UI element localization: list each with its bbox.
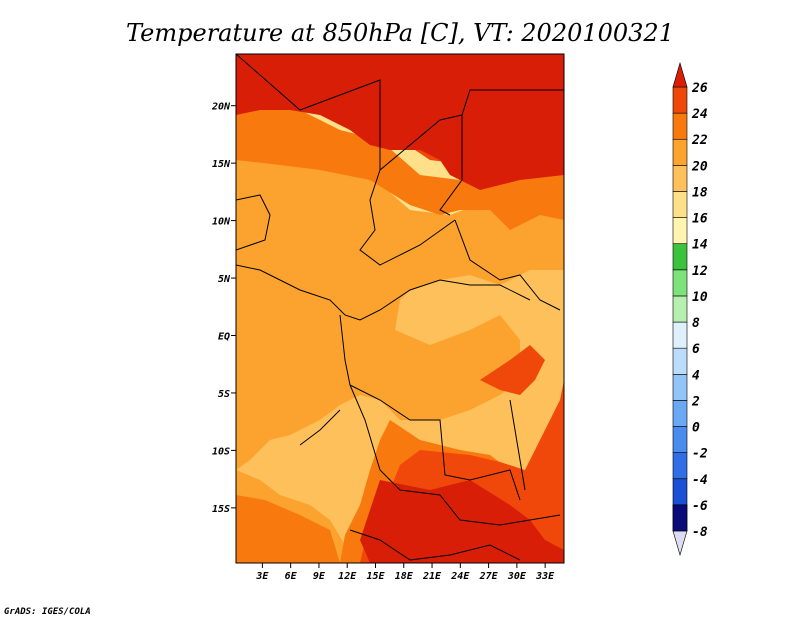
x-tick-label: 24E: [450, 571, 470, 582]
x-tick-label: 18E: [395, 571, 414, 582]
x-tick-label: 33E: [535, 571, 555, 582]
colorbar-segment: [672, 138, 688, 166]
colorbar-segment: [672, 295, 688, 323]
colorbar-segment: [672, 478, 688, 506]
colorbar-segment: [672, 243, 688, 271]
colorbar-segment: [672, 269, 688, 297]
colorbar-label: -4: [692, 473, 708, 488]
x-tick-label: 27E: [479, 571, 499, 582]
y-tick-label: EQ: [218, 332, 230, 343]
colorbar-label: -2: [692, 447, 708, 462]
y-axis: 20N 15N 10N 5N EQ 5S 10S 15S: [211, 102, 236, 515]
colorbar-segment: [672, 452, 688, 480]
y-tick-label: 10N: [212, 217, 231, 228]
colorbar-segment: [672, 504, 688, 532]
y-tick-label: 5S: [218, 389, 230, 400]
colorbar-label: 14: [692, 238, 708, 253]
x-tick-label: 30E: [507, 571, 527, 582]
colorbar-label: 6: [692, 342, 700, 357]
chart-title: Temperature at 850hPa [C], VT: 202010032…: [126, 19, 674, 47]
x-tick-label: 21E: [422, 571, 442, 582]
y-tick-label: 15S: [212, 504, 230, 515]
colorbar-label: -8: [692, 525, 708, 540]
colorbar-segment: [672, 165, 688, 192]
colorbar-under-triangle: [672, 530, 688, 557]
colorbar-label: -6: [692, 499, 708, 514]
x-tick-label: 3E: [255, 571, 269, 582]
field-band-18-20: [236, 140, 564, 563]
colorbar-segment: [672, 86, 688, 114]
colorbar-label: 22: [691, 133, 708, 148]
colorbar-segment: [672, 373, 688, 401]
colorbar-segment: [672, 347, 688, 375]
colorbar-segment: [672, 321, 688, 349]
colorbar-label: 16: [692, 212, 708, 227]
colorbar-label: 18: [692, 185, 708, 200]
colorbar-segment: [672, 191, 688, 218]
x-axis: 3E 6E 9E 12E 15E 18E 21E 24E 27E 30E 33E: [255, 563, 555, 582]
map-frame: [235, 53, 565, 564]
y-tick-label: 20N: [211, 102, 231, 113]
colorbar-segment: [672, 217, 688, 245]
colorbar-segment: [672, 400, 688, 427]
y-tick-label: 5N: [218, 274, 231, 285]
x-tick-label: 15E: [366, 571, 385, 582]
colorbar-segment: [672, 426, 688, 453]
country-borders: [236, 54, 564, 561]
colorbar-label: 20: [691, 159, 708, 174]
temperature-field-map: [236, 54, 564, 563]
y-tick-label: 15N: [212, 159, 231, 170]
x-tick-label: 12E: [338, 571, 357, 582]
colorbar-label: 4: [692, 368, 700, 383]
colorbar-label: 2: [691, 394, 700, 409]
colorbar-label: 10: [692, 290, 708, 305]
colorbar-label: 24: [691, 107, 708, 122]
credit-label: GrADS: IGES/COLA: [4, 607, 91, 617]
colorbar-label: 12: [692, 264, 708, 279]
y-tick-label: 10S: [212, 446, 230, 457]
colorbar-label: 26: [691, 81, 708, 96]
colorbar-segment: [672, 112, 688, 140]
x-tick-label: 9E: [313, 571, 326, 582]
field-band-over-24: [236, 54, 564, 563]
colorbar-label: 8: [692, 316, 700, 331]
x-tick-label: 6E: [285, 571, 298, 582]
colorbar-over-triangle: [672, 61, 688, 88]
colorbar-label: 0: [692, 421, 700, 436]
